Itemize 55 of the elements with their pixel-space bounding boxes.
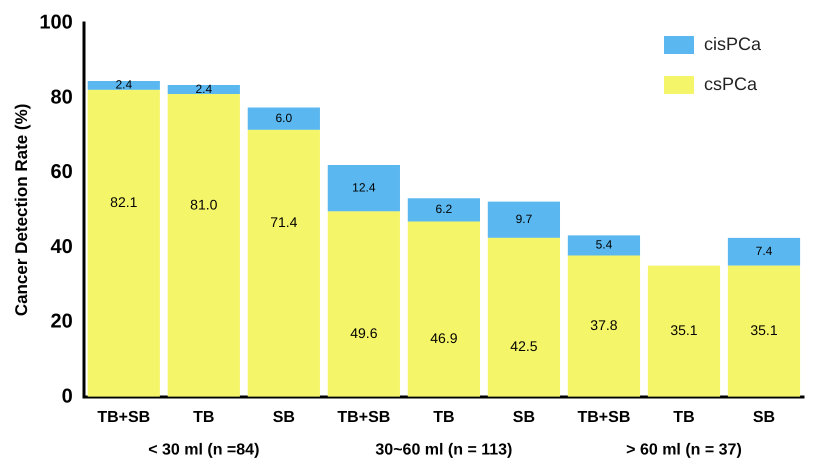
data-label: 2.4 <box>115 78 132 92</box>
bar <box>728 266 800 397</box>
y-tick-label: 80 <box>50 86 73 108</box>
data-label: 71.4 <box>270 214 298 230</box>
data-label: 12.4 <box>352 180 376 195</box>
bar <box>488 202 560 238</box>
bar <box>568 235 640 256</box>
data-label: 42.5 <box>510 338 538 354</box>
text: < 30 ml (n =84) <box>148 441 260 458</box>
y-tick-label: 20 <box>50 310 73 333</box>
y-tick-label: 40 <box>50 236 73 258</box>
bar <box>488 238 560 397</box>
x-tick-label: TB <box>433 408 455 426</box>
data-label: 5.4 <box>596 238 613 252</box>
bar <box>568 256 640 397</box>
x-tick-label: TB <box>673 408 695 426</box>
y-tick-label: 0 <box>62 385 73 408</box>
data-label: 2.4 <box>195 82 212 96</box>
x-tick-label: SB <box>272 408 295 426</box>
y-axis-title: Cancer Detection Rate (%) <box>12 104 31 316</box>
x-tick-label: TB+SB <box>97 408 150 426</box>
legend-label: cisPCa <box>704 34 762 54</box>
y-tick-label: 60 <box>50 161 73 184</box>
bar <box>408 198 480 222</box>
bar <box>248 107 320 130</box>
data-label: 81.0 <box>190 196 218 212</box>
x-tick-label: SB <box>752 408 776 426</box>
bar <box>408 221 480 397</box>
y-tick-label: 100 <box>39 12 73 34</box>
bar <box>728 238 800 266</box>
bar <box>88 80 160 90</box>
data-label: 82.1 <box>110 194 138 210</box>
data-label: 35.1 <box>670 322 698 338</box>
data-label: 35.1 <box>750 322 778 338</box>
bar <box>328 165 400 212</box>
data-label: 49.6 <box>350 324 378 341</box>
data-label: 37.8 <box>590 317 618 334</box>
bar <box>168 85 240 94</box>
bar <box>248 130 320 397</box>
x-tick-label: TB <box>193 408 214 426</box>
legend-label: csPCa <box>704 74 758 94</box>
x-tick-label: SB <box>512 408 536 426</box>
x-tick-label: TB+SB <box>577 408 630 426</box>
data-label: 46.9 <box>430 330 458 346</box>
data-label: 7.4 <box>756 244 773 258</box>
text: > 60 ml (n = 37) <box>626 441 742 458</box>
bar <box>168 94 240 397</box>
data-label: 9.7 <box>516 212 533 226</box>
data-label: 6.0 <box>275 111 292 126</box>
data-label: 6.2 <box>436 202 453 216</box>
bar <box>648 266 720 397</box>
bar <box>328 211 400 397</box>
text: 30~60 ml (n = 113) <box>375 441 512 458</box>
x-tick-label: TB+SB <box>337 408 390 426</box>
bar <box>88 90 160 397</box>
